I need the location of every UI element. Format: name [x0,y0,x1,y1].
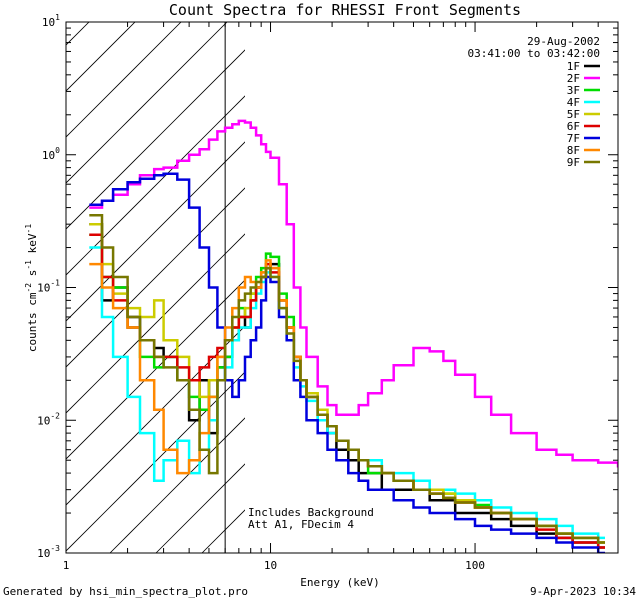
series-line-9F [89,214,605,544]
attenuator-note: Att A1, FDecim 4 [248,518,354,531]
legend-label-3F: 3F [567,84,580,97]
hatch-line [66,233,245,414]
legend-label-7F: 7F [567,132,580,145]
legend-label-6F: 6F [567,120,580,133]
series-line-1F [89,222,605,549]
hatch-line [294,0,640,553]
x-axis-label: Energy (keV) [300,576,379,589]
hatch-line [66,325,245,506]
y-tick-label: 10-2 [37,411,60,427]
background-note: Includes Background [248,506,374,519]
hatch-line [66,95,245,276]
x-tick-label: 100 [465,559,485,572]
y-tick-label: 100 [42,146,60,162]
legend-label-9F: 9F [567,156,580,169]
hatch-line [66,371,245,552]
x-tick-label: 1 [63,559,70,572]
hatch-line [248,0,640,553]
plot-frame [65,21,619,554]
chart-title: Count Spectra for RHESSI Front Segments [169,1,521,19]
hatch-line [340,0,640,553]
y-tick-label: 101 [42,13,60,29]
svg-text:counts cm-2 s-1 keV-1: counts cm-2 s-1 keV-1 [24,224,39,352]
date-label: 29-Aug-2002 [527,35,600,48]
series-line-2F [89,119,618,468]
hatch-line [66,22,228,184]
series-line-8F [89,259,605,544]
hatch-line [66,22,182,138]
series-line-5F [89,222,605,544]
hatch-line [66,49,245,230]
series-line-6F [89,233,605,549]
hatch-line [66,22,136,92]
legend-label-4F: 4F [567,96,580,109]
hatch-line [66,187,245,368]
hatch-line [0,0,112,553]
hatch-line [66,22,90,46]
legend-label-1F: 1F [567,60,580,73]
legend-label-8F: 8F [567,144,580,157]
y-tick-label: 10-1 [37,279,60,295]
hatch-line [66,279,245,460]
footer-timestamp: 9-Apr-2023 10:34 [530,585,636,598]
shaded-region [0,0,640,553]
hatch-line [66,141,245,322]
legend-label-2F: 2F [567,72,580,85]
y-tick-label: 10-3 [37,544,60,560]
y-axis-label: counts cm-2 s-1 keV-1 [24,224,39,352]
legend-label-5F: 5F [567,108,580,121]
generated-by: Generated by hsi_min_spectra_plot.pro [3,585,248,598]
x-tick-label: 10 [264,559,277,572]
series-line-4F [89,246,605,540]
time-range-label: 03:41:00 to 03:42:00 [468,47,600,60]
